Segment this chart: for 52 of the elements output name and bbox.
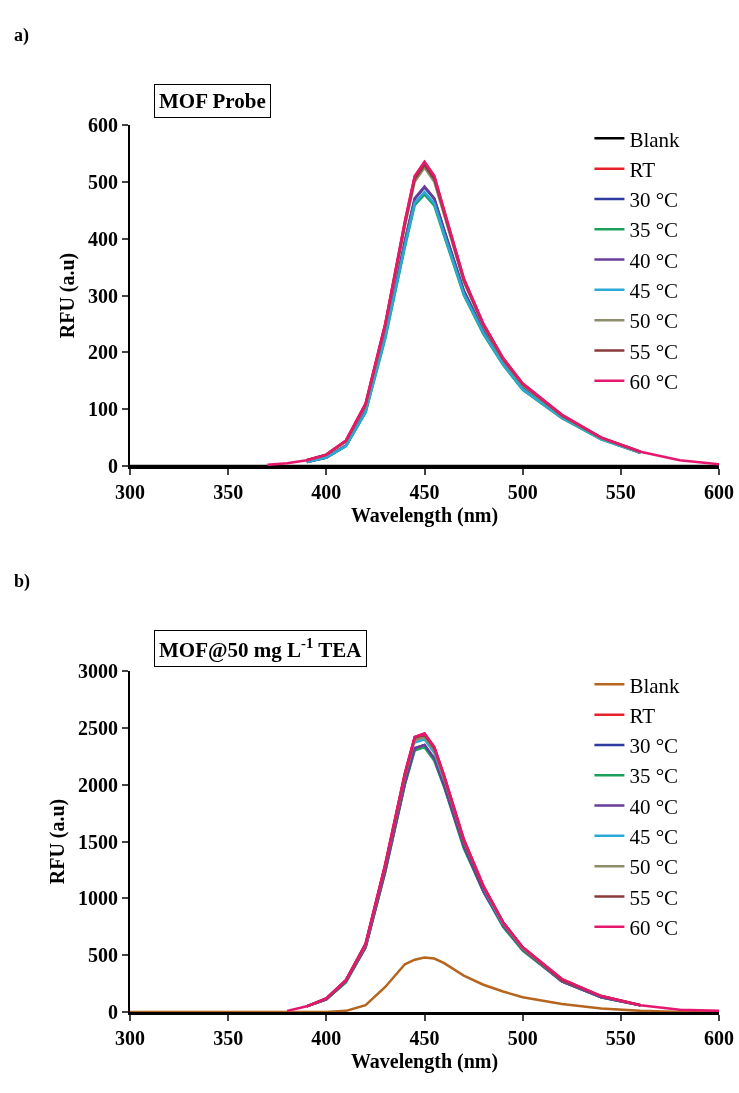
y-axis-title: RFU (a.u) [46,798,69,885]
legend-label: 30 °C [629,188,679,213]
y-axis-title: RFU (a.u) [56,252,79,339]
legend-label: 50 °C [629,309,679,334]
legend-label: Blank [629,127,681,152]
x-tick-label: 500 [507,1027,538,1049]
legend-label: 55 °C [629,885,679,910]
y-tick-label: 100 [88,398,118,421]
x-tick-label: 350 [213,1027,244,1049]
x-tick-label: 350 [213,481,244,503]
x-tick-label: 450 [409,1027,440,1049]
x-axis-title: Wavelength (nm) [350,503,499,527]
x-tick-label: 400 [311,1027,342,1049]
legend-label: 60 °C [629,915,679,940]
x-tick-label: 400 [311,481,342,503]
y-tick-label: 2500 [78,716,118,739]
chart-title: MOF@50 mg L$^{-1}$ TEA [159,635,363,662]
legend-label: RT [629,703,656,728]
legend-label: 45 °C [629,825,679,850]
text: a) [14,25,29,46]
y-tick-label: 600 [88,114,118,136]
x-axis-title: Wavelength (nm) [350,1049,499,1073]
legend-label: 50 °C [629,855,679,880]
y-tick-label: 2000 [78,773,118,796]
x-tick-label: 550 [605,1027,636,1049]
x-tick-label: 500 [507,481,538,503]
text: b) [14,571,31,592]
x-tick-label: 600 [704,481,734,503]
legend-label: 40 °C [629,794,679,819]
legend-label: 60 °C [629,369,679,394]
y-tick-label: 3000 [78,660,118,682]
y-tick-label: 500 [88,944,118,967]
legend-label: Blank [629,673,681,698]
x-tick-label: 550 [605,481,636,503]
y-tick-label: 0 [108,1001,118,1023]
y-tick-label: 200 [88,341,118,364]
y-tick-label: 500 [88,170,118,193]
legend-label: 35 °C [629,764,679,789]
legend-label: 55 °C [629,339,679,364]
y-tick-label: 0 [108,455,118,477]
chart-title: MOF Probe [159,89,266,113]
y-tick-label: 300 [88,284,118,307]
y-tick-label: 400 [88,227,118,250]
x-tick-label: 600 [704,1027,734,1049]
x-tick-label: 450 [409,481,440,503]
legend-label: 40 °C [629,248,679,273]
y-tick-label: 1500 [78,830,118,853]
legend-label: 45 °C [629,279,679,304]
y-tick-label: 1000 [78,887,118,910]
legend-label: 35 °C [629,218,679,243]
legend-label: RT [629,157,656,182]
legend-label: 30 °C [629,734,679,759]
